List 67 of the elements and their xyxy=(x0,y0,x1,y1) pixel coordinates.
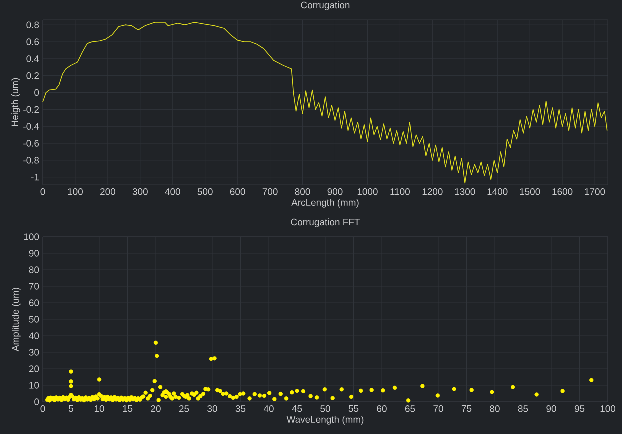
y-tick-label: 0.6 xyxy=(26,38,40,46)
x-tick-label: 5 xyxy=(68,406,74,412)
x-tick-label: 75 xyxy=(462,406,472,412)
x-tick-label: 400 xyxy=(165,188,180,196)
x-tick-label: 100 xyxy=(68,188,83,196)
y-tick-label: -0.6 xyxy=(24,140,40,147)
x-tick-label: 1100 xyxy=(390,188,410,196)
x-tick-label: 90 xyxy=(546,406,556,412)
x-tick-label: 0 xyxy=(40,406,46,412)
y-tick-label: -0.2 xyxy=(24,106,40,114)
y-tick-label: 0.8 xyxy=(26,22,40,28)
x-tick-label: 80 xyxy=(490,406,500,412)
chart-title: Corrugation xyxy=(301,2,350,11)
y-tick-label: 20 xyxy=(29,366,40,372)
x-tick-label: 1500 xyxy=(520,188,540,196)
x-tick-label: 1400 xyxy=(488,188,508,196)
x-tick-label: 200 xyxy=(100,188,116,196)
y-tick-label: 0.4 xyxy=(26,56,40,62)
x-axis-title: WaveLength (mm) xyxy=(286,416,364,425)
x-tick-label: 700 xyxy=(262,188,278,196)
y-tick-label: 0 xyxy=(34,398,40,406)
x-tick-label: 1200 xyxy=(422,188,443,196)
y-tick-label: -0.8 xyxy=(24,157,40,164)
x-tick-label: 1700 xyxy=(585,188,606,196)
y-tick-label: 40 xyxy=(29,332,40,340)
line-series xyxy=(42,22,608,184)
chart-title: Corrugation FFT xyxy=(291,218,360,228)
x-tick-label: 10 xyxy=(94,406,104,412)
x-tick-label: 900 xyxy=(328,188,343,196)
x-tick-label: 1000 xyxy=(358,188,378,196)
x-tick-label: 600 xyxy=(230,188,246,196)
x-tick-label: 800 xyxy=(295,188,310,196)
x-tick-label: 95 xyxy=(574,406,585,412)
x-tick-label: 1300 xyxy=(455,188,476,196)
x-tick-label: 500 xyxy=(198,188,213,196)
y-tick-label: -1 xyxy=(31,174,40,181)
y-tick-label: -0.4 xyxy=(24,123,40,130)
x-tick-label: 100 xyxy=(600,406,616,412)
x-tick-label: 70 xyxy=(434,406,444,412)
x-tick-label: 25 xyxy=(179,406,190,412)
x-tick-label: 60 xyxy=(377,406,387,412)
x-tick-label: 1600 xyxy=(552,188,573,196)
x-tick-label: 300 xyxy=(132,188,148,196)
y-tick-label: 90 xyxy=(29,250,40,257)
y-tick-label: 0.2 xyxy=(26,72,40,80)
x-tick-label: 85 xyxy=(518,406,528,412)
x-tick-label: 30 xyxy=(208,406,218,412)
y-tick-label: 80 xyxy=(29,266,40,274)
x-tick-label: 50 xyxy=(320,406,330,412)
y-tick-label: 0 xyxy=(34,89,40,96)
y-tick-label: 10 xyxy=(30,382,40,389)
x-tick-label: 0 xyxy=(40,188,46,196)
y-tick-label: 100 xyxy=(24,234,40,240)
x-tick-label: 35 xyxy=(236,406,246,412)
x-tick-label: 15 xyxy=(123,406,133,412)
x-tick-label: 20 xyxy=(151,406,161,412)
x-tick-label: 40 xyxy=(264,406,274,412)
y-tick-label: 60 xyxy=(29,300,40,306)
y-axis-title: Amplitude (um) xyxy=(12,288,21,352)
y-tick-label: 30 xyxy=(29,349,40,356)
x-tick-label: 65 xyxy=(405,406,416,412)
x-tick-label: 45 xyxy=(292,406,302,412)
x-tick-label: 55 xyxy=(348,406,359,412)
y-tick-label: 50 xyxy=(29,316,40,323)
y-tick-label: 70 xyxy=(29,283,40,290)
y-axis-title: Heigth (um) xyxy=(12,78,20,126)
x-axis-title: ArcLength (mm) xyxy=(292,199,359,208)
